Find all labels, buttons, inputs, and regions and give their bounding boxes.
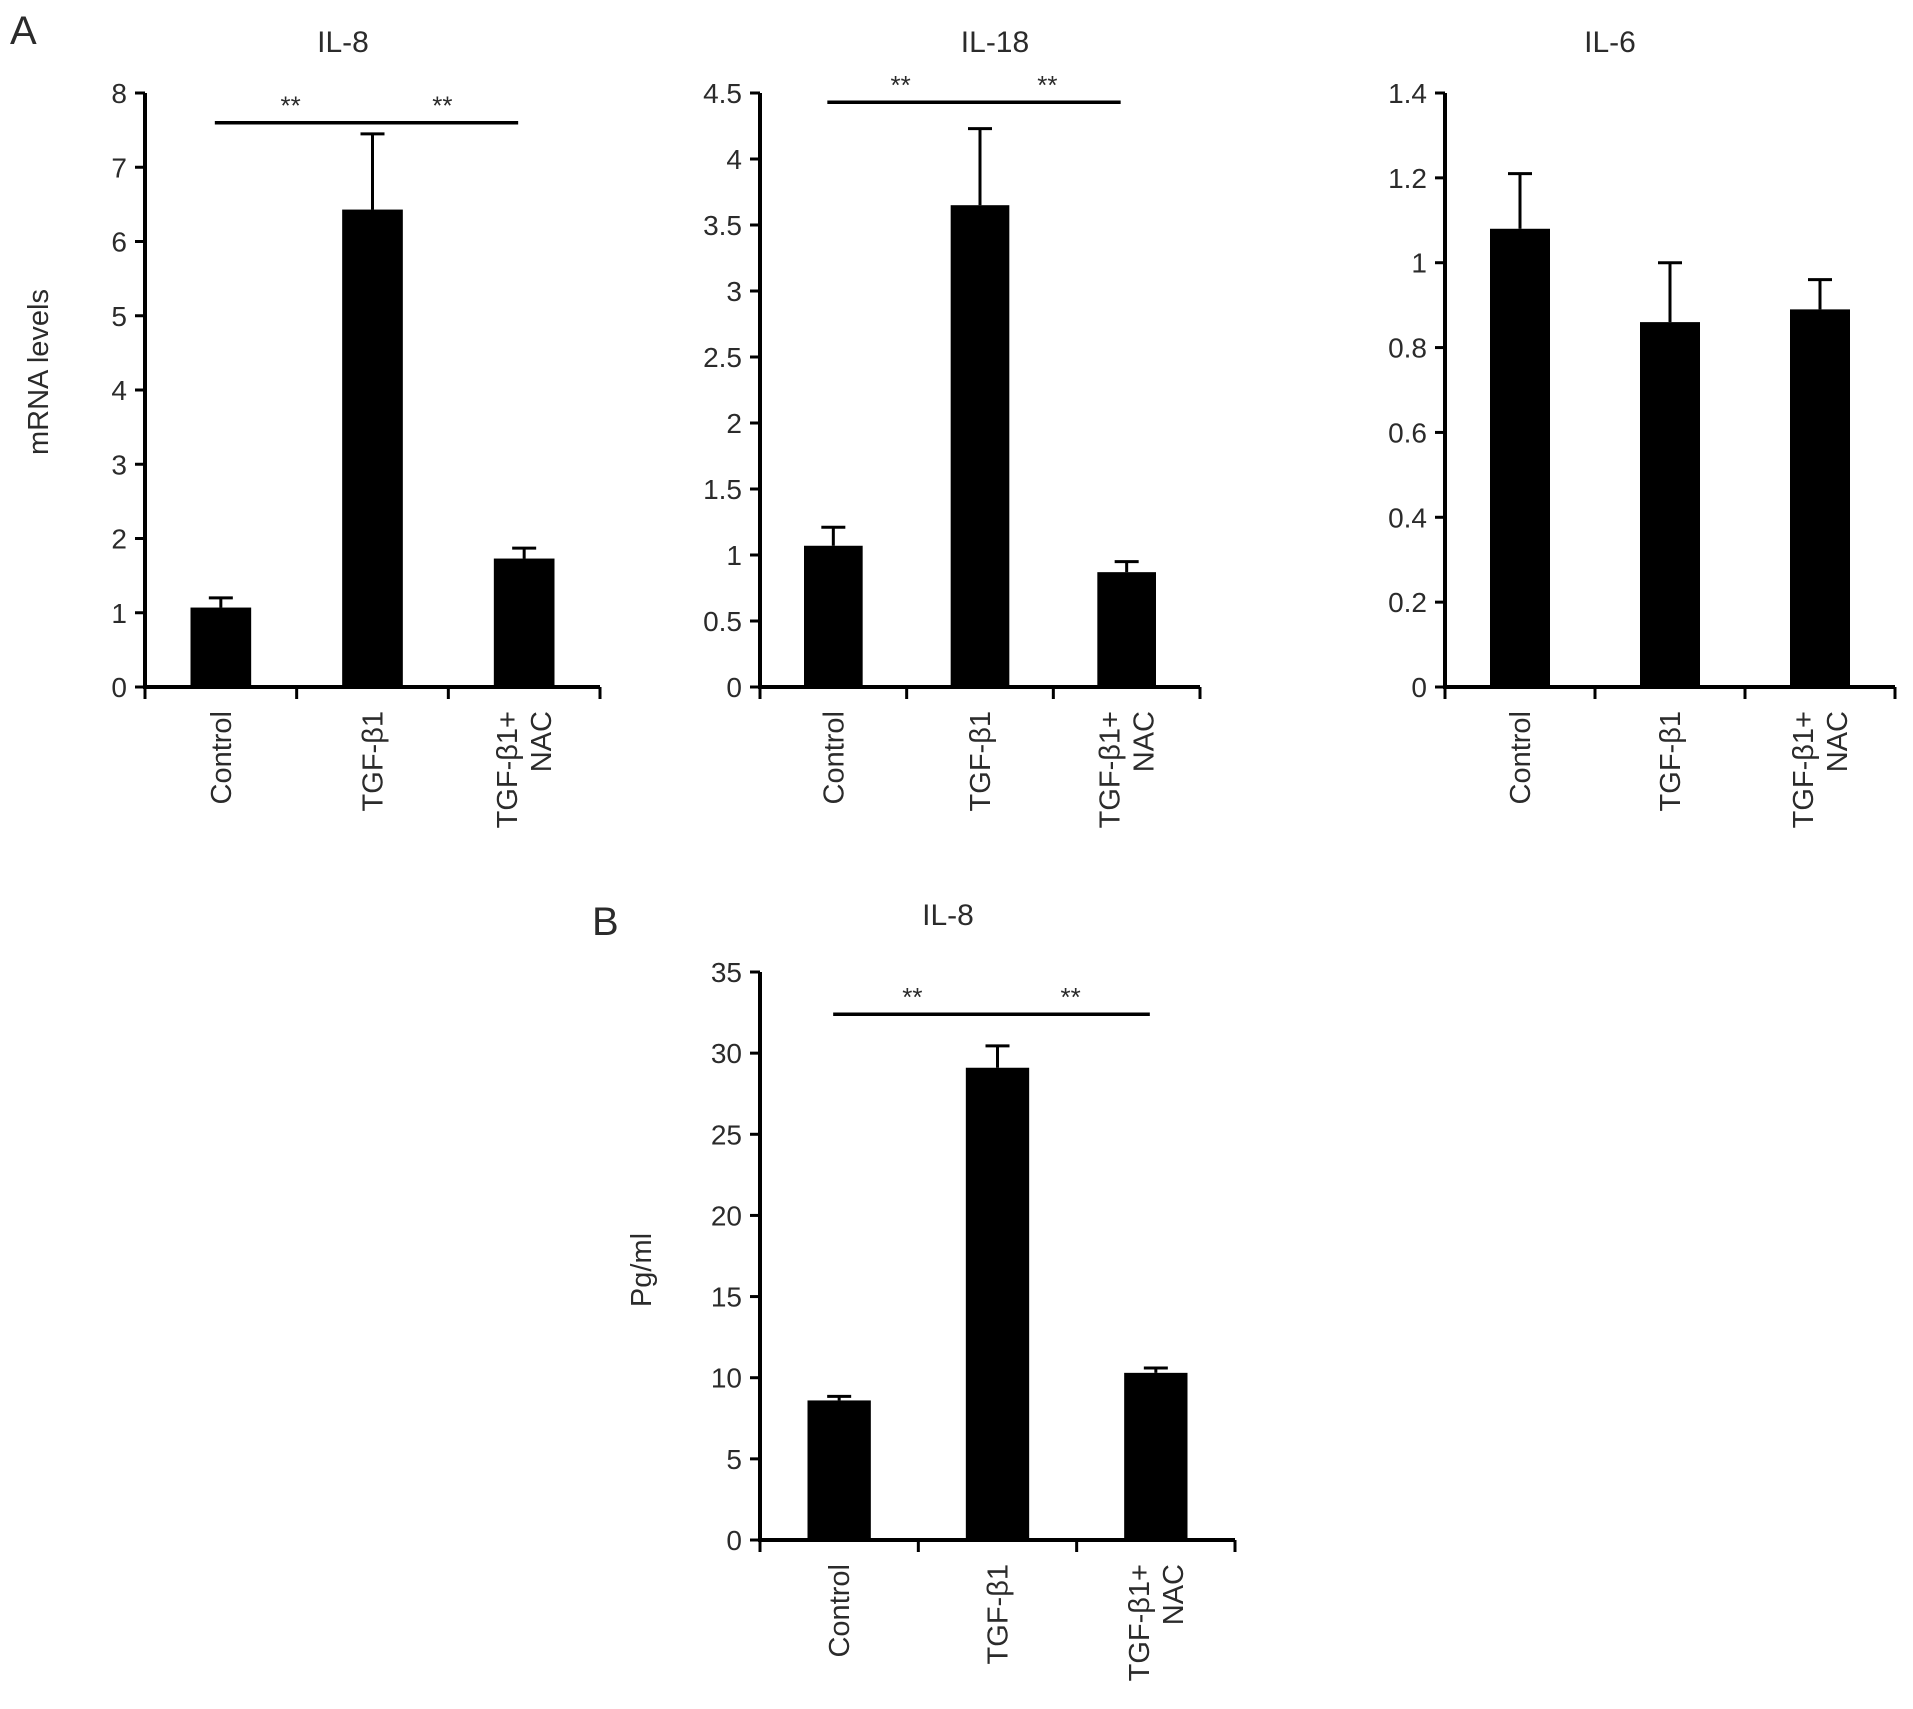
x-category-label: Control: [206, 711, 238, 805]
x-category-label: Control: [818, 711, 850, 805]
y-axis-label: Pg/ml: [626, 1233, 658, 1307]
y-tick-label: 1.2: [1388, 163, 1427, 194]
y-tick-label: 30: [711, 1038, 742, 1069]
x-category-label: NAC: [1822, 711, 1854, 772]
y-tick-label: 1.5: [703, 474, 742, 505]
y-tick-label: 1: [111, 598, 127, 629]
chart-title: IL-18: [961, 26, 1029, 59]
y-tick-label: 0.6: [1388, 417, 1427, 448]
y-tick-label: 0: [726, 672, 742, 703]
y-tick-label: 5: [726, 1444, 742, 1475]
bar: [1097, 572, 1156, 687]
significance-label: **: [1037, 70, 1057, 100]
y-tick-label: 2.5: [703, 342, 742, 373]
y-tick-label: 3: [111, 449, 127, 480]
bar: [807, 1400, 871, 1540]
bar: [804, 545, 863, 687]
y-tick-label: 1: [1411, 248, 1427, 279]
y-tick-label: 4: [111, 375, 127, 406]
y-tick-label: 2: [111, 524, 127, 555]
y-tick-label: 3.5: [703, 210, 742, 241]
x-category-label: TGF-β1+: [1095, 711, 1127, 828]
bar: [1640, 322, 1700, 687]
bar: [493, 558, 555, 687]
y-tick-label: 4: [726, 144, 742, 175]
y-tick-label: 5: [111, 301, 127, 332]
y-tick-label: 8: [111, 78, 127, 109]
chart-title: IL-8: [922, 899, 974, 932]
x-category-label: Control: [1505, 711, 1537, 805]
x-category-label: NAC: [526, 711, 558, 772]
chart-title: IL-8: [317, 26, 369, 59]
bar: [1790, 309, 1850, 687]
x-category-label: TGF-β1: [965, 711, 997, 811]
x-category-label: TGF-β1: [983, 1564, 1015, 1664]
y-tick-label: 3: [726, 276, 742, 307]
chart-il8-mrna: IL-8 mRNA levels 0 1 2 3 4 5 6 7 8 Control TGF-β1 TGF…: [23, 26, 602, 828]
significance-label: **: [432, 91, 452, 121]
y-tick-label: 0.4: [1388, 502, 1427, 533]
bar: [1490, 228, 1550, 687]
x-category-label: TGF-β1+: [492, 711, 524, 828]
y-tick-label: 0: [726, 1525, 742, 1556]
chart-il6-mrna: IL-6 0 0.2 0.4 0.6 0.8 1 1.2 1.4 Control TGF-β1 TGF…: [1388, 26, 1897, 828]
significance-label: **: [902, 982, 922, 1012]
y-tick-label: 2: [726, 408, 742, 439]
x-category-label: TGF-β1: [1655, 711, 1687, 811]
y-tick-label: 0.5: [703, 606, 742, 637]
y-tick-label: 35: [711, 957, 742, 988]
y-tick-label: 4.5: [703, 78, 742, 109]
panel-label-a: A: [10, 9, 37, 53]
significance-label: **: [281, 91, 301, 121]
y-tick-label: 10: [711, 1363, 742, 1394]
y-tick-label: 0: [1411, 672, 1427, 703]
chart-il8-protein: IL-8 Pg/ml 0 5 10 15 20 25 30 35 Control TGF-β1 TGF-…: [626, 899, 1237, 1681]
bar: [190, 607, 252, 687]
y-axis-label: mRNA levels: [23, 289, 55, 455]
x-category-label: TGF-β1+: [1124, 1564, 1156, 1681]
chart-il18-mrna: IL-18 0 0.5 1 1.5 2 2.5 3 3.5 4 4.5 Control TGF-β1 TG…: [703, 26, 1202, 828]
y-tick-label: 1.4: [1388, 78, 1427, 109]
y-tick-label: 20: [711, 1200, 742, 1231]
x-category-label: NAC: [1158, 1564, 1190, 1625]
y-tick-label: 0: [111, 672, 127, 703]
y-tick-label: 15: [711, 1282, 742, 1313]
x-category-label: TGF-β1+: [1788, 711, 1820, 828]
bar: [965, 1067, 1030, 1540]
bar: [1124, 1372, 1188, 1540]
x-category-label: TGF-β1: [358, 711, 390, 811]
bar: [950, 205, 1010, 687]
x-category-label: NAC: [1129, 711, 1161, 772]
y-tick-label: 0.8: [1388, 333, 1427, 364]
panel-label-b: B: [592, 900, 619, 944]
y-tick-label: 0.2: [1388, 587, 1427, 618]
y-tick-label: 1: [726, 540, 742, 571]
bar: [342, 209, 403, 687]
y-tick-label: 25: [711, 1119, 742, 1150]
significance-label: **: [1061, 982, 1081, 1012]
y-tick-label: 6: [111, 227, 127, 258]
significance-label: **: [891, 70, 911, 100]
x-category-label: Control: [824, 1564, 856, 1658]
chart-title: IL-6: [1584, 26, 1636, 59]
y-tick-label: 7: [111, 152, 127, 183]
